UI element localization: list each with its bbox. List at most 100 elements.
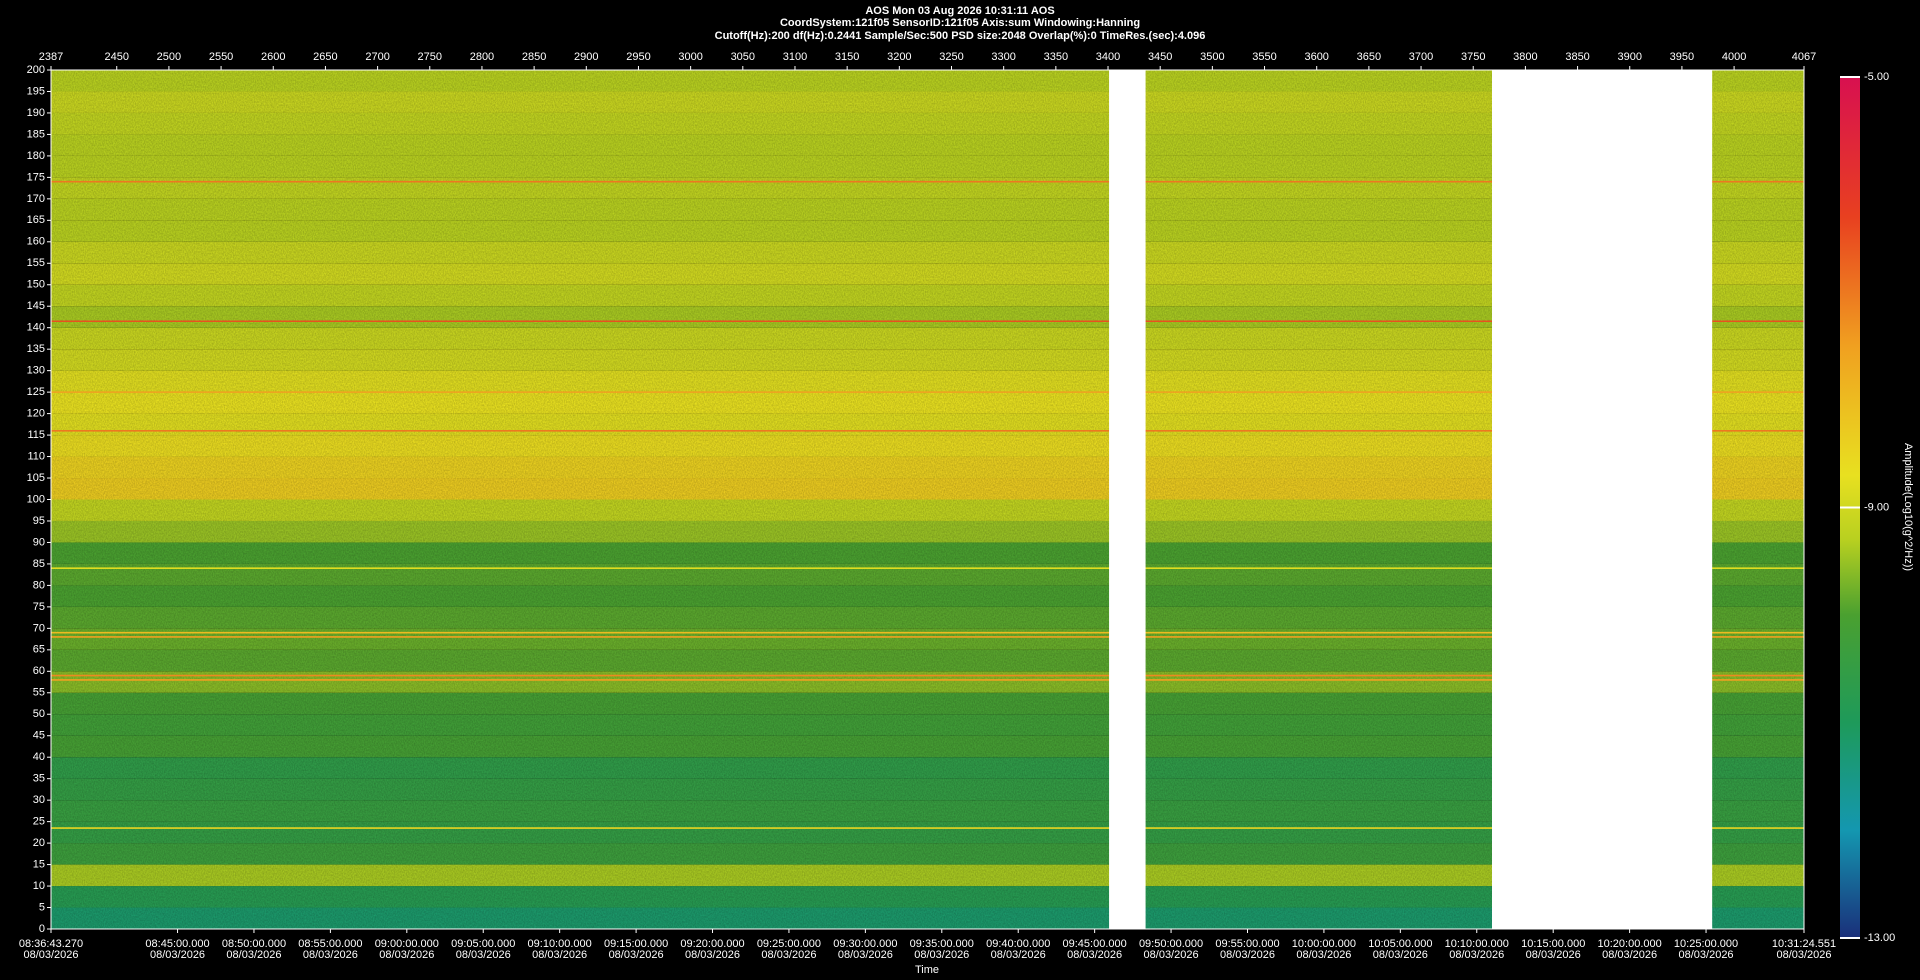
chart-title: AOS Mon 03 Aug 2026 10:31:11 AOS <box>865 5 1054 17</box>
y-tick-label: 190 <box>27 107 45 119</box>
y-tick-label: 60 <box>33 665 45 677</box>
time-tick-label: 09:30:00.000 <box>833 938 897 950</box>
y-tick-label: 170 <box>27 193 45 205</box>
time-tick-date: 08/03/2026 <box>1449 949 1504 961</box>
x-tick-label: 3350 <box>1044 51 1068 63</box>
x-tick-label: 2500 <box>157 51 181 63</box>
time-tick-date: 08/03/2026 <box>914 949 969 961</box>
x-tick-label: 3050 <box>731 51 755 63</box>
x-tick-label: 3750 <box>1461 51 1485 63</box>
time-tick-label: 08:36:43.270 <box>19 938 83 950</box>
y-tick-label: 10 <box>33 880 45 892</box>
time-tick-label: 09:20:00.000 <box>680 938 744 950</box>
x-tick-label: 3800 <box>1513 51 1537 63</box>
time-tick-date: 08/03/2026 <box>1776 949 1831 961</box>
time-tick-date: 08/03/2026 <box>1679 949 1734 961</box>
y-tick-label: 25 <box>33 816 45 828</box>
x-tick-label: 3500 <box>1200 51 1224 63</box>
y-tick-label: 95 <box>33 515 45 527</box>
time-tick-label: 10:20:00.000 <box>1598 938 1662 950</box>
x-tick-label: 4000 <box>1722 51 1746 63</box>
y-tick-label: 35 <box>33 773 45 785</box>
y-tick-label: 140 <box>27 322 45 334</box>
y-tick-label: 130 <box>27 365 45 377</box>
colorbar-tick-label: -13.00 <box>1864 932 1895 944</box>
y-tick-label: 65 <box>33 644 45 656</box>
time-tick-date: 08/03/2026 <box>303 949 358 961</box>
time-tick-label: 10:25:00.000 <box>1674 938 1738 950</box>
y-tick-label: 100 <box>27 493 45 505</box>
y-tick-label: 90 <box>33 536 45 548</box>
y-tick-label: 110 <box>27 450 45 462</box>
time-tick-label: 10:10:00.000 <box>1445 938 1509 950</box>
time-tick-date: 08/03/2026 <box>1526 949 1581 961</box>
y-tick-label: 15 <box>33 858 45 870</box>
x-tick-label: 2450 <box>104 51 128 63</box>
y-tick-label: 30 <box>33 794 45 806</box>
x-tick-label: 2600 <box>261 51 285 63</box>
chart-subtitle: CoordSystem:121f05 SensorID:121f05 Axis:… <box>780 17 1140 29</box>
x-tick-label: 2800 <box>470 51 494 63</box>
y-tick-label: 135 <box>27 343 45 355</box>
time-tick-label: 08:50:00.000 <box>222 938 286 950</box>
y-tick-label: 5 <box>39 901 45 913</box>
y-tick-label: 200 <box>27 64 45 76</box>
y-tick-label: 125 <box>27 386 45 398</box>
time-tick-date: 08/03/2026 <box>609 949 664 961</box>
time-tick-label: 09:15:00.000 <box>604 938 668 950</box>
y-tick-label: 55 <box>33 687 45 699</box>
y-tick-label: 45 <box>33 730 45 742</box>
y-tick-label: 175 <box>27 171 45 183</box>
chart-subtitle: Cutoff(Hz):200 df(Hz):0.2441 Sample/Sec:… <box>715 30 1206 42</box>
y-tick-label: 75 <box>33 601 45 613</box>
x-tick-label: 3100 <box>783 51 807 63</box>
time-tick-date: 08/03/2026 <box>1144 949 1199 961</box>
time-tick-label: 09:50:00.000 <box>1139 938 1203 950</box>
time-tick-label: 09:05:00.000 <box>451 938 515 950</box>
time-tick-label: 10:31:24.551 <box>1772 938 1836 950</box>
x-tick-label: 3000 <box>678 51 702 63</box>
time-tick-date: 08/03/2026 <box>1220 949 1275 961</box>
x-tick-label: 3850 <box>1565 51 1589 63</box>
x-tick-label: 2900 <box>574 51 598 63</box>
y-tick-label: 70 <box>33 622 45 634</box>
time-tick-date: 08/03/2026 <box>761 949 816 961</box>
time-tick-date: 08/03/2026 <box>838 949 893 961</box>
x-tick-label: 3550 <box>1252 51 1276 63</box>
x-tick-label: 4067 <box>1792 51 1816 63</box>
y-tick-label: 50 <box>33 708 45 720</box>
y-tick-label: 155 <box>27 257 45 269</box>
time-tick-label: 08:45:00.000 <box>145 938 209 950</box>
x-axis-label: Time <box>915 964 939 976</box>
time-tick-date: 08/03/2026 <box>1602 949 1657 961</box>
y-tick-label: 120 <box>27 408 45 420</box>
y-tick-label: 80 <box>33 579 45 591</box>
time-tick-label: 09:35:00.000 <box>910 938 974 950</box>
time-tick-date: 08/03/2026 <box>532 949 587 961</box>
time-tick-date: 08/03/2026 <box>1373 949 1428 961</box>
y-tick-label: 145 <box>27 300 45 312</box>
time-tick-date: 08/03/2026 <box>1067 949 1122 961</box>
time-tick-date: 08/03/2026 <box>456 949 511 961</box>
x-tick-label: 2550 <box>209 51 233 63</box>
y-tick-label: 115 <box>27 429 45 441</box>
x-tick-label: 3950 <box>1670 51 1694 63</box>
time-tick-label: 08:55:00.000 <box>298 938 362 950</box>
y-tick-label: 0 <box>39 923 45 935</box>
x-tick-label: 2387 <box>39 51 63 63</box>
x-tick-label: 3600 <box>1304 51 1328 63</box>
x-tick-label: 3400 <box>1096 51 1120 63</box>
y-tick-label: 85 <box>33 558 45 570</box>
time-tick-date: 08/03/2026 <box>23 949 78 961</box>
y-tick-label: 195 <box>27 85 45 97</box>
data-gap <box>1492 70 1713 929</box>
y-tick-label: 185 <box>27 128 45 140</box>
time-tick-label: 09:45:00.000 <box>1063 938 1127 950</box>
y-tick-label: 40 <box>33 751 45 763</box>
x-tick-label: 3650 <box>1357 51 1381 63</box>
y-tick-label: 105 <box>27 472 45 484</box>
time-tick-label: 09:40:00.000 <box>986 938 1050 950</box>
time-tick-label: 09:55:00.000 <box>1215 938 1279 950</box>
x-tick-label: 3150 <box>835 51 859 63</box>
